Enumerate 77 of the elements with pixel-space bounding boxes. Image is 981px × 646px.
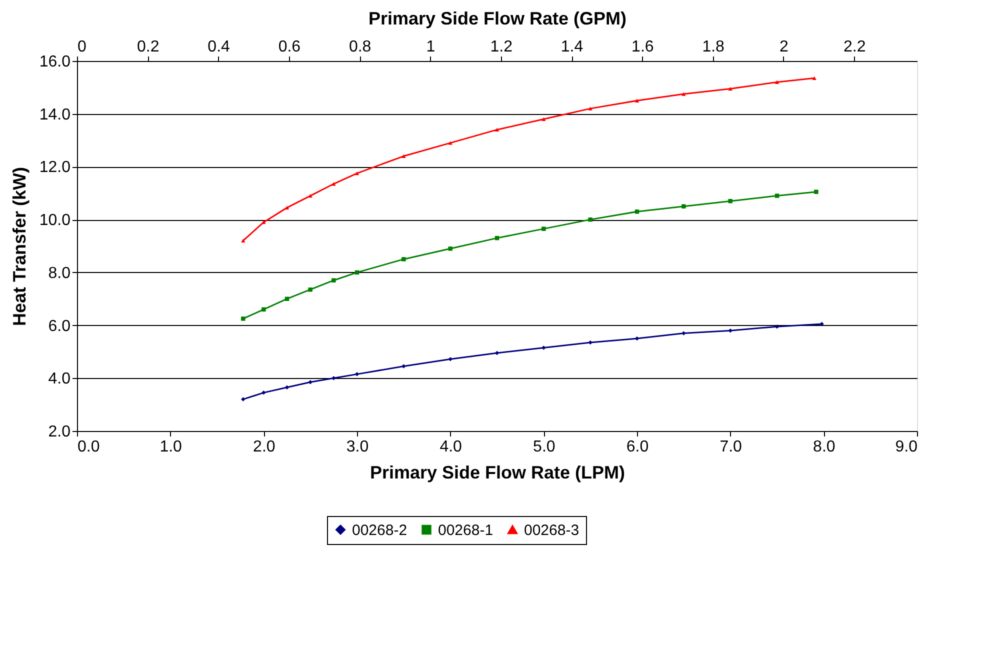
y-tick-label: 4.0 — [48, 370, 71, 388]
point — [332, 376, 336, 380]
point — [402, 154, 406, 158]
point — [812, 76, 816, 80]
legend-label: 00268-2 — [352, 522, 408, 539]
y-tick-label: 16.0 — [39, 54, 71, 70]
point — [494, 350, 500, 356]
point — [262, 390, 266, 395]
point — [682, 92, 686, 96]
point — [542, 226, 546, 231]
y-tick-label: 6.0 — [48, 318, 71, 335]
y-axis-title: Heat Transfer (kW) — [9, 166, 30, 326]
x-tick-label: 1.0 — [160, 438, 182, 456]
point — [402, 364, 406, 368]
point — [284, 385, 290, 390]
x2-tick-label: 0.6 — [278, 38, 301, 56]
y-tick-label: 10.0 — [39, 212, 71, 230]
point — [728, 198, 732, 204]
x2-tick-label: 2 — [780, 38, 789, 56]
x2-tick-label: 1.8 — [702, 38, 725, 56]
x2-tick-label: 1 — [426, 38, 436, 56]
point — [542, 117, 546, 121]
x-axis-title: Primary Side Flow Rate (LPM) — [370, 462, 626, 482]
y-tick-label: 12.0 — [39, 159, 71, 176]
legend-label: 00268-3 — [524, 522, 580, 539]
x2-tick-label: 0.4 — [208, 38, 230, 56]
x-tick-label: 9.0 — [895, 438, 918, 456]
line-series — [241, 76, 816, 243]
x-tick-label: 4.0 — [440, 438, 462, 456]
point — [682, 331, 686, 336]
point — [774, 194, 780, 198]
point — [728, 328, 732, 333]
point — [284, 296, 290, 301]
point — [448, 356, 452, 362]
x-tick-label: 5.0 — [533, 438, 556, 456]
x-tick-label: 6.0 — [626, 438, 649, 456]
point — [814, 190, 818, 194]
point — [402, 257, 406, 262]
point — [494, 128, 500, 132]
point — [588, 217, 592, 222]
point — [308, 287, 312, 292]
x2-tick-label: 2.2 — [844, 38, 866, 56]
x2-tick-label: 0.8 — [348, 38, 372, 56]
point — [634, 336, 640, 341]
x-tick-label: 8.0 — [813, 438, 836, 456]
y-tick-label: 8.0 — [48, 264, 71, 282]
x2-axis-title: Primary Side Flow Rate (GPM) — [368, 8, 627, 28]
point — [262, 220, 266, 224]
point — [448, 246, 452, 251]
x2-tick-label: 1.6 — [632, 38, 654, 56]
point — [774, 80, 780, 84]
x-tick-label: 2.0 — [253, 438, 276, 456]
x-tick-label: 7.0 — [720, 438, 742, 456]
x-tick-label: 3.0 — [346, 438, 369, 456]
x-tick-label: 0.0 — [78, 438, 100, 456]
point — [308, 380, 312, 384]
point — [262, 307, 266, 312]
x2-tick-label: 0 — [78, 38, 86, 56]
point — [241, 316, 246, 321]
point — [728, 86, 732, 91]
x2-tick-label: 1.4 — [560, 38, 584, 56]
point — [332, 278, 336, 282]
point — [682, 204, 686, 208]
point — [542, 346, 546, 350]
y-tick-label: 2.0 — [48, 424, 71, 440]
point — [448, 141, 452, 145]
point — [241, 238, 246, 243]
point — [308, 194, 312, 198]
point — [588, 106, 592, 110]
point — [634, 210, 640, 214]
legend-label: 00268-1 — [438, 522, 494, 539]
point — [354, 171, 360, 176]
point — [634, 98, 640, 102]
x2-tick-label: 0.2 — [137, 38, 160, 56]
point — [241, 397, 246, 402]
x2-tick-label: 1.2 — [490, 38, 513, 56]
y-tick-label: 14.0 — [39, 106, 71, 124]
